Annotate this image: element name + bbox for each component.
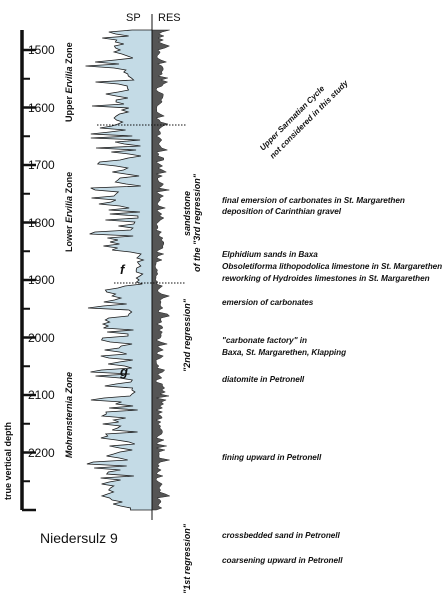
- depth-axis-title: true vertical depth: [3, 421, 13, 500]
- tick-1900: 1900: [28, 273, 55, 287]
- mohrensternia-zone: Mohrensternia Zone: [64, 371, 74, 458]
- sp-log-curve: [85, 29, 153, 511]
- note-hydroides: reworking of Hydroides limestones in St.…: [222, 274, 430, 283]
- second-regression: "2nd regression": [182, 298, 192, 372]
- res-log-curve: [151, 29, 171, 511]
- first-regression: "1st regression": [182, 523, 192, 594]
- lower-ervilia-zone: Lower Ervilia Zone: [64, 171, 74, 252]
- note-carinthian-gravel: deposition of Carinthian gravel: [222, 207, 342, 216]
- marker-f: f: [120, 262, 125, 277]
- well-name: Niedersulz 9: [40, 530, 118, 546]
- note-coarsening-upward: coarsening upward in Petronell: [222, 556, 343, 565]
- tick-1800: 1800: [28, 216, 55, 230]
- tick-1500: 1500: [28, 43, 55, 57]
- note-carbonate-factory: "carbonate factory" in: [222, 336, 307, 345]
- tick-1700: 1700: [28, 158, 55, 172]
- note-obsoletiforma: Obsoletiforma lithopodolica limestone in…: [222, 262, 443, 271]
- note-fining-upward: fining upward in Petronell: [222, 453, 322, 462]
- sp-header: SP: [126, 12, 141, 24]
- note-crossbedded-sand: crossbedded sand in Petronell: [222, 531, 340, 540]
- note-final-emersion: final emersion of carbonates in St. Marg…: [222, 196, 405, 205]
- note-elphidium-sands: Elphidium sands in Baxa: [222, 250, 318, 259]
- depth-ticks: [22, 48, 36, 512]
- marker-g: g: [120, 364, 128, 379]
- third-regression-line1: sandstone: [182, 190, 192, 236]
- third-regression-line2: of the "3rd regression": [192, 173, 202, 272]
- note-baxa-klapping: Baxa, St. Margarethen, Klapping: [222, 348, 347, 357]
- note-emersion-carbonates: emersion of carbonates: [222, 298, 314, 307]
- res-header: RES: [158, 12, 181, 24]
- tick-1600: 1600: [28, 101, 55, 115]
- tick-2200: 2200: [28, 446, 55, 460]
- note-diatomite: diatomite in Petronell: [222, 375, 305, 384]
- tick-2100: 2100: [28, 388, 55, 402]
- tick-2000: 2000: [28, 331, 55, 345]
- upper-ervilia-zone: Upper Ervilia Zone: [64, 42, 74, 122]
